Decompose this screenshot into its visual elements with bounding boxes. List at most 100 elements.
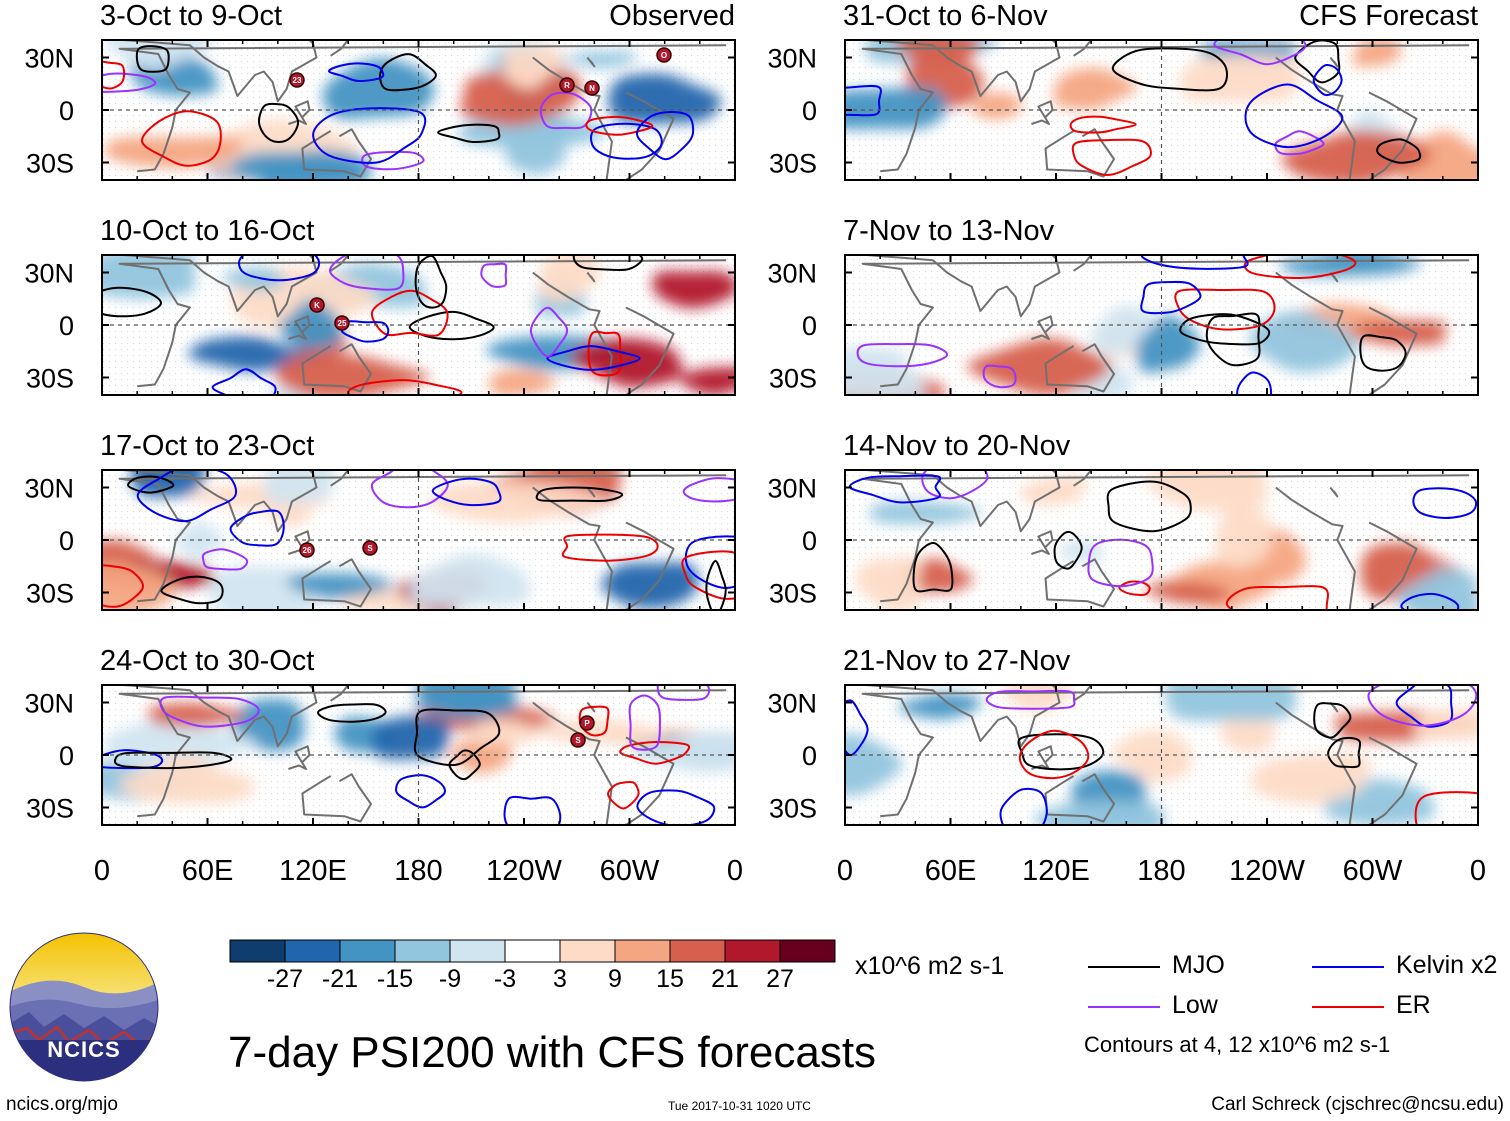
lon-label: 60W <box>1343 855 1403 887</box>
lat-label: 0 <box>59 741 74 771</box>
colorbar-box <box>779 939 836 963</box>
ncics-logo: NCICS <box>9 932 159 1082</box>
footer-author: Carl Schreck (cjschrec@ncsu.edu) <box>1211 1094 1504 1115</box>
colorbar-box <box>339 939 396 963</box>
svg-text:23: 23 <box>293 76 302 85</box>
legend-label: Low <box>1172 991 1218 1019</box>
contour-note: Contours at 4, 12 x10^6 m2 s-1 <box>1084 1032 1391 1057</box>
lon-label: 120W <box>486 855 562 887</box>
colorbar-label: 27 <box>766 965 794 993</box>
tc-marker: S <box>362 540 378 556</box>
map-panel: 30N 0 30S <box>767 684 1479 826</box>
colorbar-label: -27 <box>266 965 304 993</box>
column-heading: Observed <box>609 0 735 32</box>
panel-period-title: 3-Oct to 9-Oct <box>100 0 283 32</box>
lat-label: 30N <box>24 44 74 74</box>
lat-label: 0 <box>802 526 817 556</box>
lat-label: 30N <box>767 259 817 289</box>
colorbar-box <box>724 939 781 963</box>
svg-text:S: S <box>367 544 373 553</box>
lat-label: 30S <box>26 579 74 609</box>
lat-label: 30N <box>767 44 817 74</box>
lon-label: 60E <box>925 855 977 887</box>
legend-swatch <box>1088 1006 1160 1008</box>
svg-text:P: P <box>584 719 590 728</box>
lon-label: 0 <box>727 855 743 887</box>
map-panel: 30N 0 30S 26 S <box>24 469 736 611</box>
lat-label: 30S <box>26 149 74 179</box>
lat-label: 30S <box>26 364 74 394</box>
legend-label: ER <box>1396 991 1431 1019</box>
panel-period-title: 14-Nov to 20-Nov <box>843 430 1071 462</box>
tc-marker: N <box>584 80 600 96</box>
lon-label: 120E <box>1022 855 1090 887</box>
svg-text:25: 25 <box>338 319 347 328</box>
legend-swatch <box>1088 966 1160 968</box>
lat-label: 30N <box>24 474 74 504</box>
tc-marker: K <box>309 297 325 313</box>
colorbar-label: -21 <box>321 965 359 993</box>
map-panel: 30N 0 30S 23 R N O <box>24 39 736 181</box>
tc-marker: 23 <box>289 72 305 88</box>
lon-label: 0 <box>94 855 110 887</box>
lon-label: 120W <box>1229 855 1305 887</box>
lon-label: 180 <box>1137 855 1185 887</box>
column-heading: CFS Forecast <box>1299 0 1478 32</box>
svg-text:K: K <box>314 301 320 310</box>
map-panel: 30N 0 30S <box>767 469 1479 611</box>
colorbar-box <box>504 939 561 963</box>
colorbar-label: -15 <box>376 965 414 993</box>
legend-swatch <box>1312 966 1384 968</box>
footer-url[interactable]: ncics.org/mjo <box>6 1094 118 1115</box>
colorbar-label: -3 <box>493 965 517 993</box>
tc-marker: S <box>570 732 586 748</box>
legend-label: MJO <box>1172 951 1225 979</box>
svg-text:26: 26 <box>303 546 312 555</box>
tc-marker: O <box>656 47 672 63</box>
lon-label: 0 <box>837 855 853 887</box>
panel-period-title: 24-Oct to 30-Oct <box>100 645 315 677</box>
panel-period-title: 7-Nov to 13-Nov <box>843 215 1055 247</box>
lat-label: 30S <box>769 364 817 394</box>
colorbar-label: 15 <box>656 965 684 993</box>
colorbar-box <box>559 939 616 963</box>
map-panels: 30N 0 30S 23 R N O 30N 0 30S K 25 30N 0 30S 26 S 30N 0 30S P… <box>24 39 1486 887</box>
lat-label: 30S <box>769 794 817 824</box>
colorbar-box <box>284 939 341 963</box>
lat-label: 0 <box>802 96 817 126</box>
tc-marker: P <box>579 715 595 731</box>
colorbar-box <box>669 939 726 963</box>
map-panel: 30N 0 30S <box>767 254 1479 396</box>
lat-label: 0 <box>802 311 817 341</box>
legend-swatch <box>1312 1006 1384 1008</box>
colorbar-box <box>449 939 506 963</box>
panel-period-title: 10-Oct to 16-Oct <box>100 215 315 247</box>
lat-label: 0 <box>802 741 817 771</box>
svg-text:S: S <box>575 736 581 745</box>
panel-period-title: 21-Nov to 27-Nov <box>843 645 1071 677</box>
lat-label: 30N <box>24 689 74 719</box>
map-panel: 30N 0 30S <box>767 39 1479 181</box>
svg-text:N: N <box>589 84 595 93</box>
svg-text:R: R <box>564 81 570 90</box>
colorbar-label: 21 <box>711 965 739 993</box>
figure-title: 7-day PSI200 with CFS forecasts <box>228 1028 877 1077</box>
lat-label: 30N <box>767 474 817 504</box>
colorbar <box>229 939 836 963</box>
footer-timestamp: Tue 2017-10-31 1020 UTC <box>668 1099 811 1113</box>
map-panel: 30N 0 30S PS <box>24 684 736 826</box>
colorbar-box <box>229 939 286 963</box>
panel-period-title: 31-Oct to 6-Nov <box>843 0 1048 32</box>
lat-label: 0 <box>59 526 74 556</box>
lon-label: 60E <box>182 855 234 887</box>
lat-label: 30N <box>24 259 74 289</box>
tc-marker: 26 <box>299 542 315 558</box>
lat-label: 0 <box>59 311 74 341</box>
colorbar-box <box>614 939 671 963</box>
logo-text: NCICS <box>47 1037 120 1062</box>
panel-period-title: 17-Oct to 23-Oct <box>100 430 315 462</box>
svg-text:O: O <box>661 51 667 60</box>
colorbar-units: x10^6 m2 s-1 <box>855 952 1005 980</box>
lat-label: 30S <box>769 149 817 179</box>
tc-marker: R <box>559 77 575 93</box>
